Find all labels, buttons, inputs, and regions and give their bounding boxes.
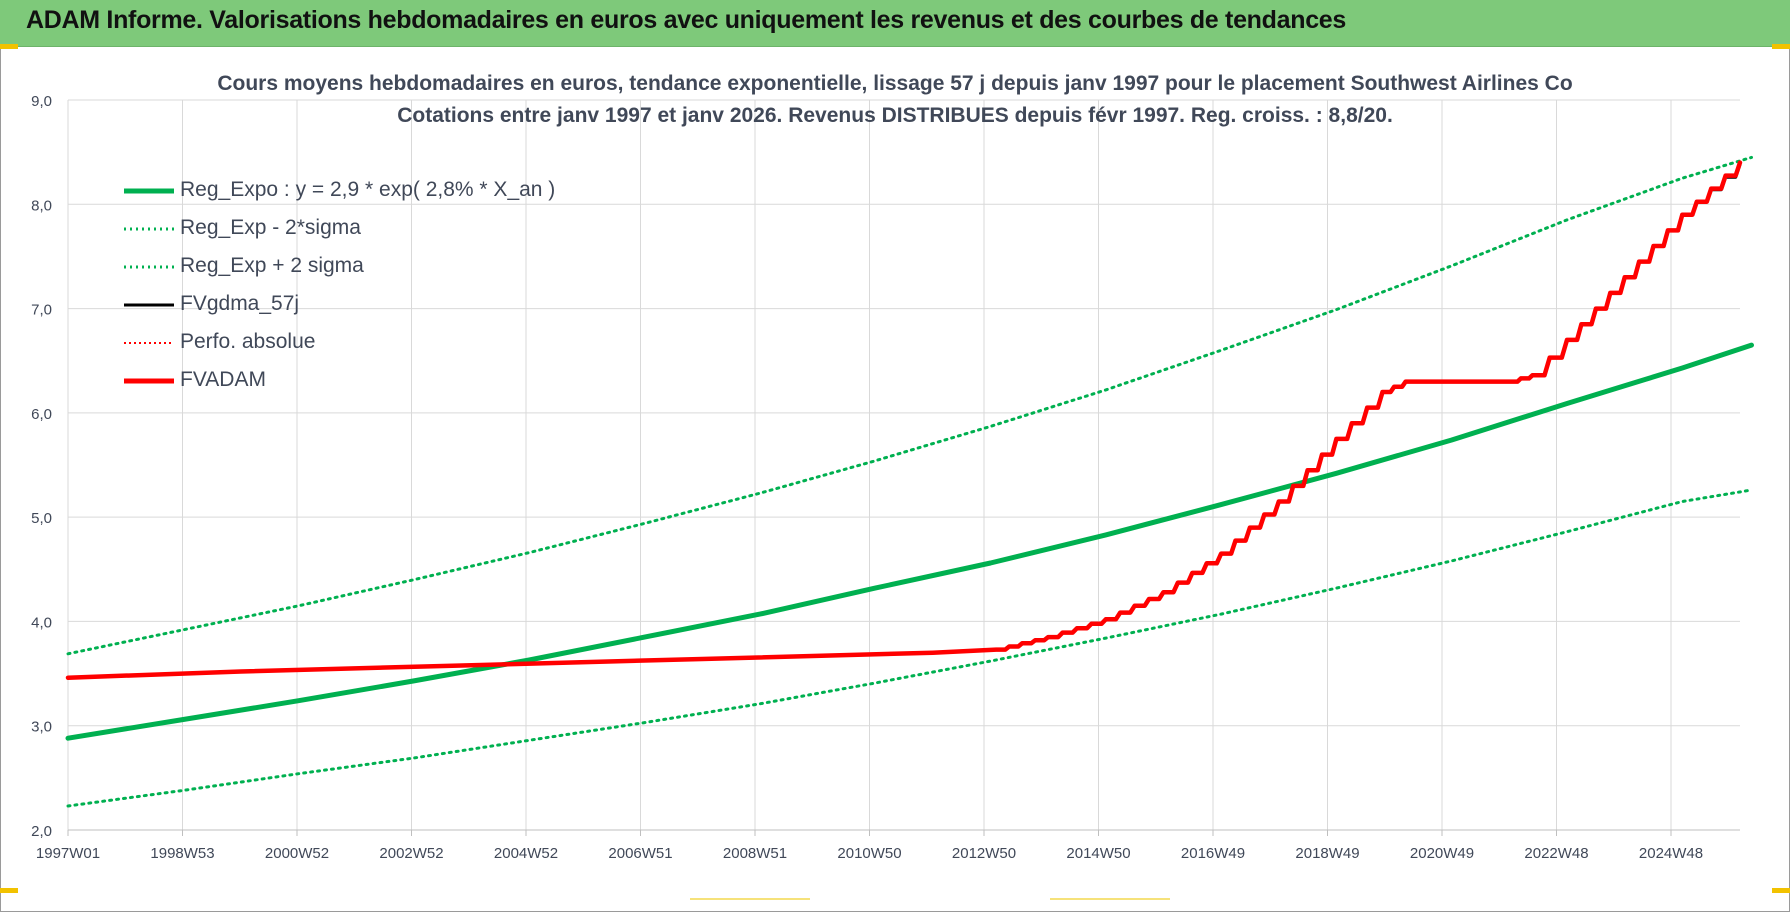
corner-mark bbox=[0, 44, 18, 49]
x-tick-label: 2024W48 bbox=[1639, 845, 1703, 862]
grid bbox=[67, 99, 1740, 831]
legend-swatch bbox=[124, 265, 174, 269]
legend-item-fvgdma: FVgdma_57j bbox=[122, 290, 602, 320]
legend-swatch bbox=[124, 227, 174, 231]
legend-swatch bbox=[124, 378, 174, 384]
y-tick-label: 5,0 bbox=[31, 510, 52, 527]
legend-swatch bbox=[124, 303, 174, 307]
x-tick-label: 2018W49 bbox=[1295, 845, 1359, 862]
y-tick-label: 6,0 bbox=[31, 406, 52, 423]
reg-expo-line bbox=[65, 342, 1754, 741]
chart-title-line-1: Cours moyens hebdomadaires en euros, ten… bbox=[217, 72, 1573, 95]
chart-title-line-2: Cotations entre janv 1997 et janv 2026. … bbox=[397, 104, 1393, 127]
legend-label: Reg_Exp + 2 sigma bbox=[180, 254, 364, 277]
x-tick-label: 2012W50 bbox=[952, 845, 1016, 862]
legend-swatch bbox=[124, 188, 174, 194]
legend-swatch bbox=[124, 342, 174, 344]
decor-mark bbox=[690, 898, 810, 900]
reg-minus-2sigma-line bbox=[66, 488, 1753, 808]
series-lines bbox=[65, 155, 1754, 808]
fvadam-line bbox=[65, 160, 1743, 680]
y-tick-label: 3,0 bbox=[31, 719, 52, 736]
x-tick-label: 2006W51 bbox=[608, 845, 672, 862]
legend-label: Reg_Exp - 2*sigma bbox=[180, 216, 361, 239]
decor-mark bbox=[1050, 898, 1170, 900]
y-tick-label: 2,0 bbox=[31, 823, 52, 840]
x-tick-label: 2002W52 bbox=[379, 845, 443, 862]
x-tick-label: 2020W49 bbox=[1410, 845, 1474, 862]
x-tick-label: 2016W49 bbox=[1181, 845, 1245, 862]
x-tick-label: 2004W52 bbox=[494, 845, 558, 862]
legend-item-reg-plus: Reg_Exp + 2 sigma bbox=[122, 252, 602, 282]
corner-mark bbox=[1772, 888, 1790, 893]
corner-mark bbox=[0, 888, 18, 893]
x-tick-label: 2022W48 bbox=[1524, 845, 1588, 862]
page-title: ADAM Informe. Valorisations hebdomadaire… bbox=[26, 6, 1347, 34]
reg-plus-2sigma-line bbox=[66, 155, 1753, 656]
y-tick-label: 4,0 bbox=[31, 614, 52, 631]
legend-item-reg-expo: Reg_Expo : y = 2,9 * exp( 2,8% * X_an ) bbox=[122, 176, 602, 206]
y-tick-label: 7,0 bbox=[31, 302, 52, 319]
x-tick-label: 2000W52 bbox=[265, 845, 329, 862]
y-tick-label: 8,0 bbox=[31, 197, 52, 214]
x-tick-label: 2008W51 bbox=[723, 845, 787, 862]
x-tick-label: 2014W50 bbox=[1066, 845, 1130, 862]
y-tick-label: 9,0 bbox=[31, 93, 52, 110]
x-tick-label: 1997W01 bbox=[36, 845, 100, 862]
legend-label: Reg_Expo : y = 2,9 * exp( 2,8% * X_an ) bbox=[180, 178, 556, 201]
corner-mark bbox=[1772, 44, 1790, 49]
legend-label: Perfo. absolue bbox=[180, 330, 316, 353]
legend-label: FVgdma_57j bbox=[180, 292, 300, 315]
x-tick-label: 2010W50 bbox=[837, 845, 901, 862]
x-tick-label: 1998W53 bbox=[150, 845, 214, 862]
legend-item-reg-minus: Reg_Exp - 2*sigma bbox=[122, 214, 602, 244]
legend-item-perfo: Perfo. absolue bbox=[122, 328, 602, 358]
axes: 2,0 3,0 4,0 5,0 6,0 7,0 8,0 9,0 1997W01 1998W53 20… bbox=[31, 93, 1740, 862]
legend-item-fvadam: FVADAM bbox=[122, 366, 602, 396]
legend-label: FVADAM bbox=[180, 368, 266, 391]
title-bar: ADAM Informe. Valorisations hebdomadaire… bbox=[0, 0, 1790, 47]
